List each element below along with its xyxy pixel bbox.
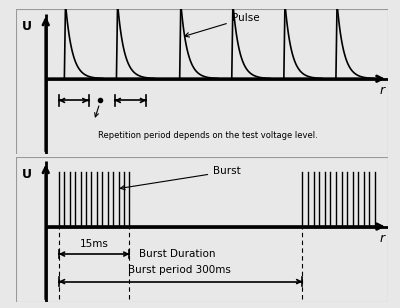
- Text: Repetition period depends on the test voltage level.: Repetition period depends on the test vo…: [98, 131, 318, 140]
- Text: Burst Duration: Burst Duration: [139, 249, 215, 259]
- Text: Burst period 300ms: Burst period 300ms: [128, 265, 231, 275]
- Text: Burst: Burst: [120, 166, 241, 190]
- Text: r: r: [380, 232, 385, 245]
- Text: U: U: [22, 168, 32, 181]
- Text: r: r: [380, 84, 385, 97]
- Text: 15ms: 15ms: [80, 239, 108, 249]
- Text: U: U: [22, 20, 32, 33]
- Text: Pulse: Pulse: [185, 13, 259, 37]
